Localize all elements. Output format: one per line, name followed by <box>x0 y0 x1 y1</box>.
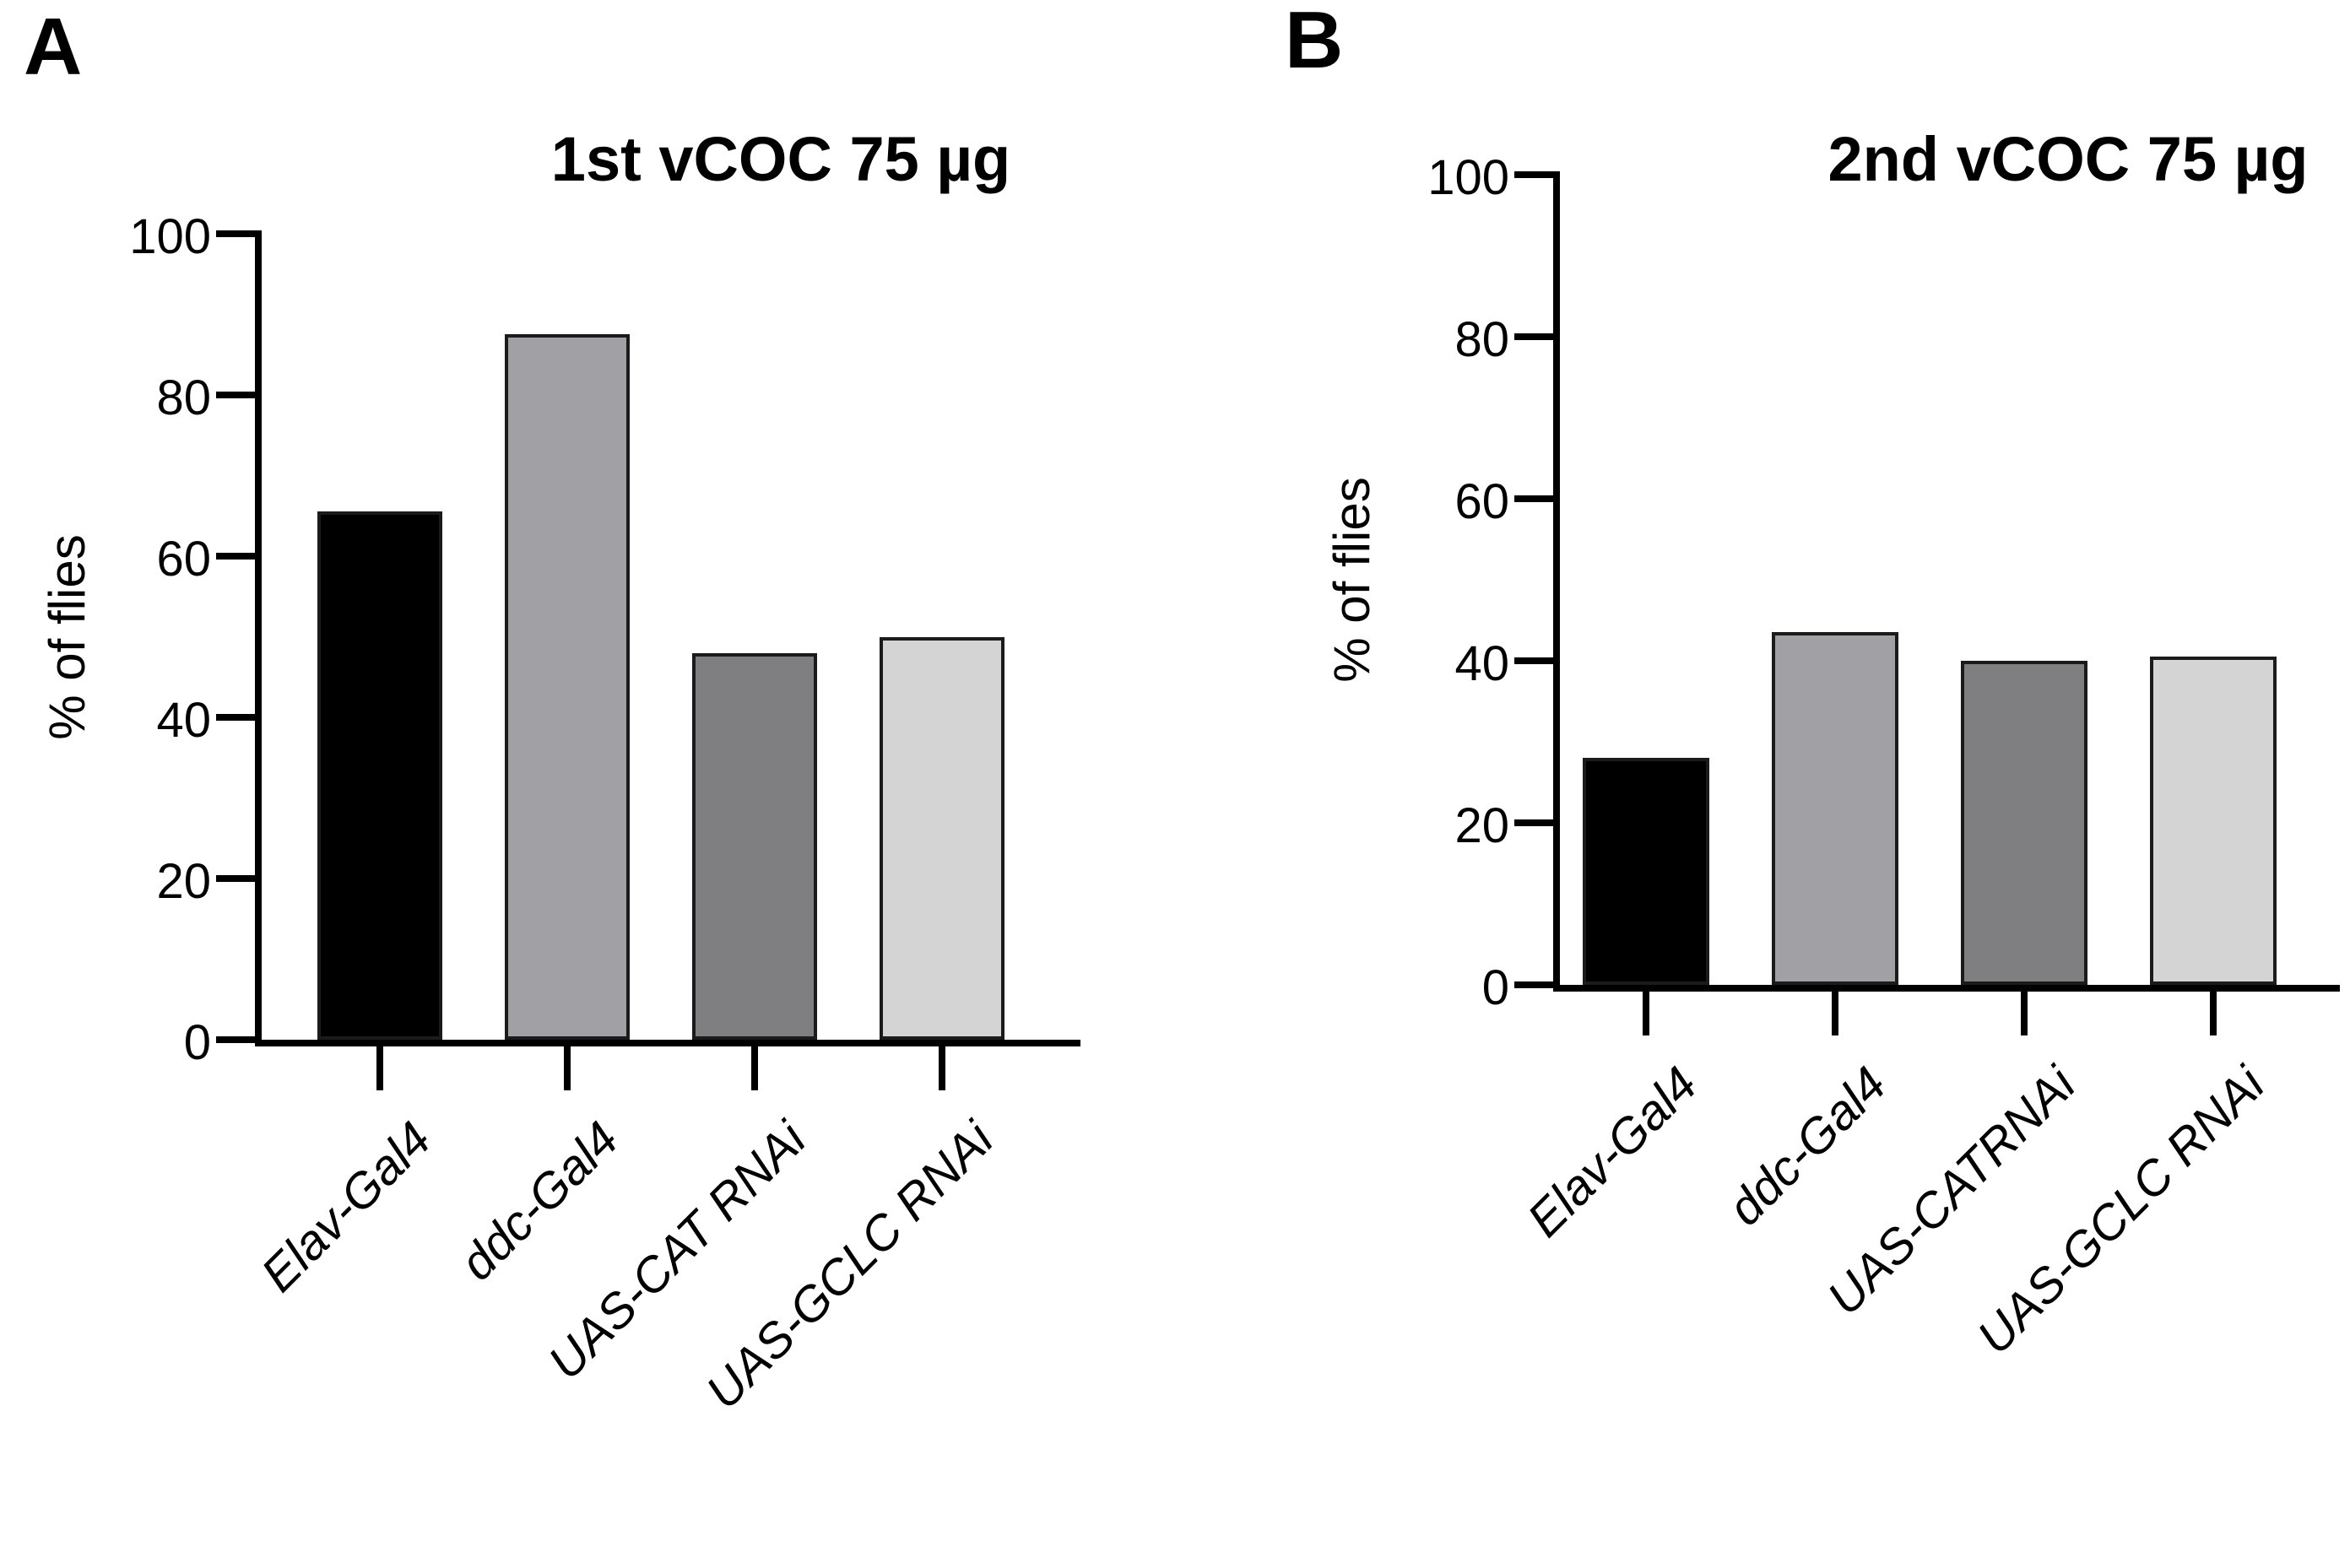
x-tick-uas-catrnai <box>2021 992 2028 1035</box>
y-tick-100 <box>216 230 255 237</box>
chart-title: 1st vCOC 75 µg <box>550 124 1011 194</box>
x-tick-elav-gal4 <box>376 1046 383 1090</box>
y-tick-40 <box>1514 657 1553 664</box>
y-tick-label-20: 20 <box>156 854 211 909</box>
y-tick-label-60: 60 <box>156 532 211 587</box>
y-tick-label-0: 0 <box>1481 960 1509 1015</box>
y-tick-label-100: 100 <box>129 209 211 264</box>
bar-uas-gclc-rnai <box>2150 657 2277 985</box>
y-tick-100 <box>1514 171 1553 178</box>
y-tick-label-20: 20 <box>1454 798 1509 853</box>
x-tick-uas-cat-rnai <box>751 1046 758 1090</box>
y-tick-label-40: 40 <box>1454 636 1509 691</box>
x-tick-ddc-gal4 <box>1832 992 1838 1035</box>
chart-title: 2nd vCOC 75 µg <box>1827 124 2309 194</box>
bar-uas-cat-rnai <box>692 652 817 1040</box>
y-tick-label-40: 40 <box>156 693 211 748</box>
x-tick-elav-gal4 <box>1643 992 1649 1035</box>
bar-ddc-gal4 <box>505 334 630 1040</box>
x-axis-line <box>255 1040 1080 1046</box>
bar-uas-catrnai <box>1961 661 2087 985</box>
y-tick-label-60: 60 <box>1454 474 1509 529</box>
x-axis-line <box>1553 985 2340 992</box>
bar-uas-gclc-rnai <box>880 636 1004 1040</box>
y-tick-label-100: 100 <box>1427 150 1509 205</box>
bar-elav-gal4 <box>317 511 442 1040</box>
y-tick-0 <box>1514 981 1553 988</box>
y-tick-60 <box>216 553 255 560</box>
y-tick-60 <box>1514 495 1553 502</box>
y-tick-label-80: 80 <box>156 370 211 425</box>
panel-label-a: A <box>24 2 83 92</box>
y-axis-line <box>1553 171 1560 988</box>
x-tick-uas-gclc-rnai <box>939 1046 945 1090</box>
y-tick-label-80: 80 <box>1454 312 1509 367</box>
y-tick-20 <box>1514 819 1553 826</box>
y-tick-label-0: 0 <box>183 1015 211 1070</box>
y-tick-40 <box>216 714 255 721</box>
y-axis-line <box>255 230 262 1043</box>
bar-elav-gal4 <box>1583 758 1709 985</box>
bar-ddc-gal4 <box>1772 632 1898 985</box>
x-tick-ddc-gal4 <box>564 1046 571 1090</box>
y-tick-0 <box>216 1036 255 1043</box>
panel-label-b: B <box>1285 0 1344 85</box>
y-tick-80 <box>216 392 255 398</box>
y-tick-80 <box>1514 333 1553 340</box>
x-tick-uas-gclc-rnai <box>2210 992 2217 1035</box>
y-tick-20 <box>216 875 255 882</box>
